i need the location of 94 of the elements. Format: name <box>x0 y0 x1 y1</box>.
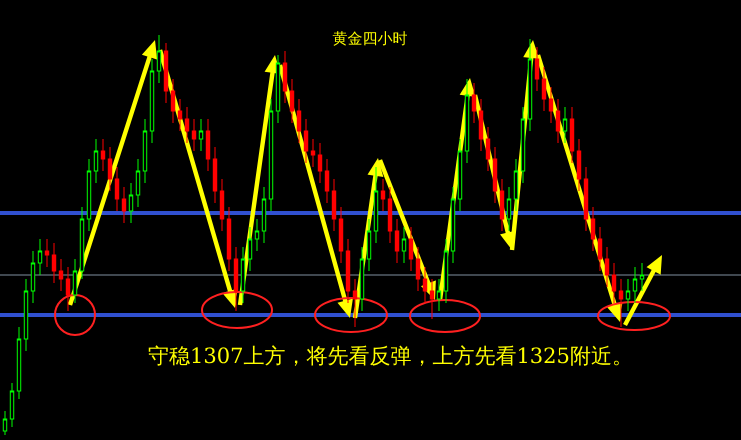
candlestick <box>86 158 92 232</box>
candlestick <box>626 278 630 312</box>
candlestick <box>30 250 36 304</box>
candlestick <box>66 266 70 312</box>
candlestick <box>584 166 588 232</box>
candlestick <box>360 246 364 312</box>
candlestick <box>422 266 428 304</box>
candlestick <box>458 138 462 212</box>
candlestick <box>506 186 512 232</box>
candlestick <box>534 46 540 92</box>
candlestick <box>304 118 308 164</box>
candlestick <box>142 118 148 184</box>
candlestick <box>310 138 316 168</box>
candlestick <box>500 178 504 232</box>
candlestick <box>262 186 266 244</box>
candlestick <box>604 246 610 288</box>
candlestick <box>2 410 8 435</box>
candlestick <box>206 118 210 172</box>
candlestick <box>212 146 218 204</box>
candlestick <box>380 178 386 212</box>
candlestick <box>248 226 252 272</box>
candlestick <box>178 98 182 132</box>
candlestick <box>52 242 56 284</box>
candlestick <box>514 158 518 212</box>
candlestick <box>556 98 560 144</box>
candlestick <box>100 138 106 172</box>
candlestick <box>220 178 224 232</box>
candlestick <box>226 206 232 272</box>
candlestick <box>478 98 484 152</box>
candlestick <box>612 262 616 304</box>
candlestick <box>72 258 78 304</box>
candlestick <box>450 186 456 264</box>
annotation: 守稳1307上方，将先看反弹，上方先看1325附近。 <box>148 344 633 368</box>
candlestick <box>38 238 42 276</box>
candlestick <box>492 146 498 204</box>
candlestick <box>318 142 322 184</box>
candlestick <box>136 158 140 208</box>
candlestick <box>528 38 532 132</box>
candlestick <box>10 382 14 428</box>
candlestick <box>156 35 162 84</box>
candlestick <box>416 246 420 292</box>
candlestick <box>290 78 294 124</box>
candlestick <box>24 278 28 352</box>
candlestick <box>268 98 274 212</box>
candlestick <box>296 98 302 144</box>
candlestick <box>394 218 400 264</box>
candlestick <box>170 78 176 124</box>
candlestick <box>346 238 350 304</box>
candlestick <box>562 106 568 144</box>
candlestick <box>632 266 638 304</box>
candlestick <box>598 226 602 272</box>
candlestick <box>58 258 64 292</box>
candlestick <box>576 138 582 192</box>
candlestick <box>192 118 196 152</box>
candlestick <box>108 146 112 192</box>
candlestick <box>16 326 22 400</box>
candlestick <box>402 226 406 264</box>
candlestick <box>366 218 372 272</box>
candlestick <box>640 262 644 292</box>
candlestick <box>374 166 378 244</box>
candlestick <box>94 138 98 184</box>
candlestick <box>472 82 476 124</box>
candlestick <box>388 186 392 244</box>
candlestick <box>114 166 120 212</box>
candlestick <box>590 206 596 252</box>
candlestick <box>324 158 330 204</box>
candlestick <box>184 106 190 144</box>
candlestick <box>520 106 526 184</box>
candlestick <box>44 238 50 268</box>
candlestick <box>436 278 442 312</box>
candlestick <box>80 206 84 280</box>
candlestick <box>430 278 434 320</box>
candlestick <box>444 238 448 304</box>
candlestick <box>164 42 168 104</box>
candlestick <box>240 246 246 304</box>
candlestick <box>128 182 134 224</box>
candlestick <box>352 278 358 328</box>
candlestick <box>618 278 624 328</box>
candlestick <box>332 178 336 232</box>
candlestick <box>234 246 238 312</box>
candlestick <box>198 118 204 152</box>
candlestick <box>150 58 154 144</box>
candlestick <box>282 50 288 104</box>
candlestick <box>464 78 470 164</box>
candlestick <box>548 86 554 124</box>
candlestick <box>570 106 574 164</box>
candlestick <box>122 186 126 224</box>
candlestick <box>408 226 414 272</box>
candlestick <box>338 206 344 264</box>
candlestick <box>486 126 490 172</box>
chart-title: 黄金四小时 <box>332 29 408 48</box>
candlestick <box>254 218 260 252</box>
candlestick <box>542 66 546 112</box>
candlestick <box>276 54 280 124</box>
